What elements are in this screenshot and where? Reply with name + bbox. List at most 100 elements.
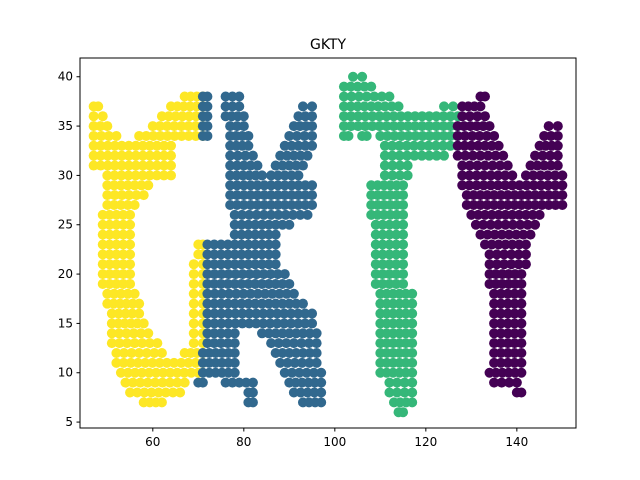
scatter-point xyxy=(367,121,378,132)
scatter-point xyxy=(513,259,524,270)
scatter-point xyxy=(457,170,468,181)
scatter-point xyxy=(375,130,386,141)
scatter-point xyxy=(251,269,262,280)
y-tick-label: 15 xyxy=(58,316,73,330)
scatter-point xyxy=(302,209,313,220)
scatter-point xyxy=(388,111,399,122)
scatter-point xyxy=(188,278,199,289)
scatter-point xyxy=(130,160,141,171)
scatter-point xyxy=(307,308,318,319)
scatter-point xyxy=(118,348,129,359)
scatter-point xyxy=(95,140,106,151)
scatter-points xyxy=(88,71,568,418)
scatter-point xyxy=(479,91,490,102)
scatter-point xyxy=(143,328,154,339)
scatter-point xyxy=(506,249,517,260)
scatter-point xyxy=(485,170,496,181)
scatter-point xyxy=(387,140,398,151)
scatter-point xyxy=(475,150,486,161)
scatter-point xyxy=(279,318,290,329)
scatter-point xyxy=(369,91,380,102)
scatter-point xyxy=(286,318,297,329)
scatter-point xyxy=(125,239,136,250)
scatter-point xyxy=(311,338,322,349)
scatter-point xyxy=(516,338,527,349)
scatter-point xyxy=(216,269,227,280)
scatter-point xyxy=(472,111,483,122)
scatter-point xyxy=(129,338,140,349)
scatter-point xyxy=(176,121,187,132)
scatter-point xyxy=(251,318,262,329)
scatter-point xyxy=(552,121,563,132)
scatter-point xyxy=(438,130,449,141)
scatter-point xyxy=(216,288,227,299)
scatter-point xyxy=(403,130,414,141)
scatter-point xyxy=(287,367,298,378)
scatter-point xyxy=(522,219,533,230)
scatter-point xyxy=(247,397,258,408)
scatter-point xyxy=(507,219,518,230)
scatter-point xyxy=(495,160,506,171)
scatter-point xyxy=(96,130,107,141)
scatter-point xyxy=(424,150,435,161)
scatter-point xyxy=(111,130,122,141)
scatter-point xyxy=(151,150,162,161)
scatter-point xyxy=(445,111,456,122)
scatter-point xyxy=(258,209,269,220)
scatter-point xyxy=(88,160,99,171)
scatter-point xyxy=(409,150,420,161)
scatter-point xyxy=(150,377,161,388)
scatter-point xyxy=(307,140,318,151)
scatter-point xyxy=(410,111,421,122)
scatter-point xyxy=(265,318,276,329)
scatter-point xyxy=(138,318,149,329)
scatter-point xyxy=(102,190,113,201)
scatter-point xyxy=(147,121,158,132)
scatter-point xyxy=(273,209,284,220)
scatter-point xyxy=(401,140,412,151)
scatter-point xyxy=(265,308,276,319)
scatter-point xyxy=(384,377,395,388)
scatter-point xyxy=(125,357,136,368)
scatter-point xyxy=(230,269,241,280)
scatter-point xyxy=(384,387,395,398)
scatter-point xyxy=(281,288,292,299)
scatter-point xyxy=(402,121,413,132)
scatter-point xyxy=(158,160,169,171)
scatter-point xyxy=(410,130,421,141)
scatter-point xyxy=(530,219,541,230)
scatter-point xyxy=(125,259,136,270)
scatter-point xyxy=(289,357,300,368)
scatter-point xyxy=(430,140,441,151)
scatter-point xyxy=(407,367,418,378)
scatter-point xyxy=(394,150,405,161)
scatter-point xyxy=(338,111,349,122)
scatter-point xyxy=(116,190,127,201)
scatter-point xyxy=(158,140,169,151)
scatter-point xyxy=(471,170,482,181)
scatter-point xyxy=(138,190,149,201)
scatter-point xyxy=(116,140,127,151)
scatter-point xyxy=(431,121,442,132)
scatter-point xyxy=(109,150,120,161)
scatter-point xyxy=(474,130,485,141)
scatter-point xyxy=(464,180,475,191)
scatter-point xyxy=(137,338,148,349)
scatter-point xyxy=(302,150,313,161)
scatter-point xyxy=(229,367,240,378)
scatter-point xyxy=(381,111,392,122)
scatter-point xyxy=(504,377,515,388)
scatter-point xyxy=(188,288,199,299)
x-tick-label: 80 xyxy=(236,435,251,449)
scatter-point xyxy=(237,209,247,220)
scatter-point xyxy=(343,130,354,141)
scatter-point xyxy=(252,160,263,171)
scatter-point xyxy=(209,318,220,329)
scatter-point xyxy=(360,111,371,122)
scatter-point xyxy=(301,367,312,378)
y-tick-label: 25 xyxy=(58,218,73,232)
scatter-point xyxy=(121,328,132,339)
scatter-point xyxy=(516,288,527,299)
scatter-point xyxy=(188,269,199,280)
scatter-point xyxy=(209,269,220,280)
